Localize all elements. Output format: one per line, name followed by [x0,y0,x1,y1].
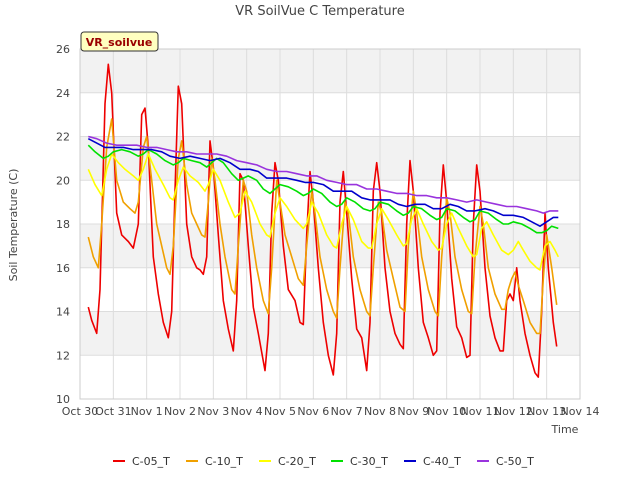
annotation-box: VR_soilvue [80,31,159,52]
legend-label: C-40_T [423,455,461,468]
legend-label: C-20_T [278,455,316,468]
series-line-c-40-t [87,137,559,227]
plot-band [80,267,580,312]
x-tick-label: Nov 6 [297,405,329,418]
y-tick-label: 26 [56,43,70,56]
x-tick-label: Nov 4 [231,405,263,418]
x-tick-label: Nov 7 [331,405,363,418]
x-tick-label: Oct 30 [62,405,99,418]
annotation-box-background [80,31,159,52]
grid-lines [79,48,581,400]
x-axis-label: Time [551,423,579,436]
y-tick-label: 12 [56,349,70,362]
annotation-label: VR_soilvue [86,36,153,49]
y-tick-label: 14 [56,306,70,319]
plot-bands [80,49,580,399]
legend: C-05_T C-10_T C-20_T C-30_T C-40_T C-50_T [113,455,534,468]
legend-label: C-50_T [496,455,534,468]
y-tick-label: 22 [56,131,70,144]
x-tick-label: Oct 31 [95,405,132,418]
x-tick-label: Nov 12 [494,405,533,418]
plot-band [80,136,580,181]
x-tick-label: Nov 14 [561,405,600,418]
x-tick-label: Nov 11 [461,405,500,418]
y-tick-labels: 10 12 14 16 18 20 22 24 26 [56,43,70,406]
plot-band [80,224,580,268]
series-line-c-30-t [87,144,559,234]
y-tick-label: 10 [56,393,70,406]
x-tick-label: Nov 9 [397,405,429,418]
y-tick-label: 20 [56,174,70,187]
series-lines [87,63,560,378]
y-tick-label: 18 [56,218,70,231]
x-tick-label: Nov 5 [264,405,296,418]
x-tick-label: Nov 8 [364,405,396,418]
x-tick-label: Nov 2 [164,405,196,418]
x-tick-label: Nov 3 [197,405,229,418]
series-line-c-50-t [88,135,559,214]
x-tick-label: Nov 13 [527,405,566,418]
y-tick-label: 16 [56,262,70,275]
plot-band [80,92,580,137]
y-axis-label: Soil Temperature (C) [7,169,20,282]
y-tick-label: 24 [56,87,70,100]
series-line-c-20-t [87,153,560,271]
legend-label: C-05_T [132,455,170,468]
plot-band [80,49,580,93]
x-tick-label: Nov 10 [427,405,466,418]
plot-frame [79,48,581,400]
legend-label: C-10_T [205,455,243,468]
x-tick-label: Nov 1 [131,405,163,418]
chart-title: VR SoilVue C Temperature [235,4,404,19]
legend-label: C-30_T [350,455,388,468]
series-line-c-10-t [87,118,558,335]
